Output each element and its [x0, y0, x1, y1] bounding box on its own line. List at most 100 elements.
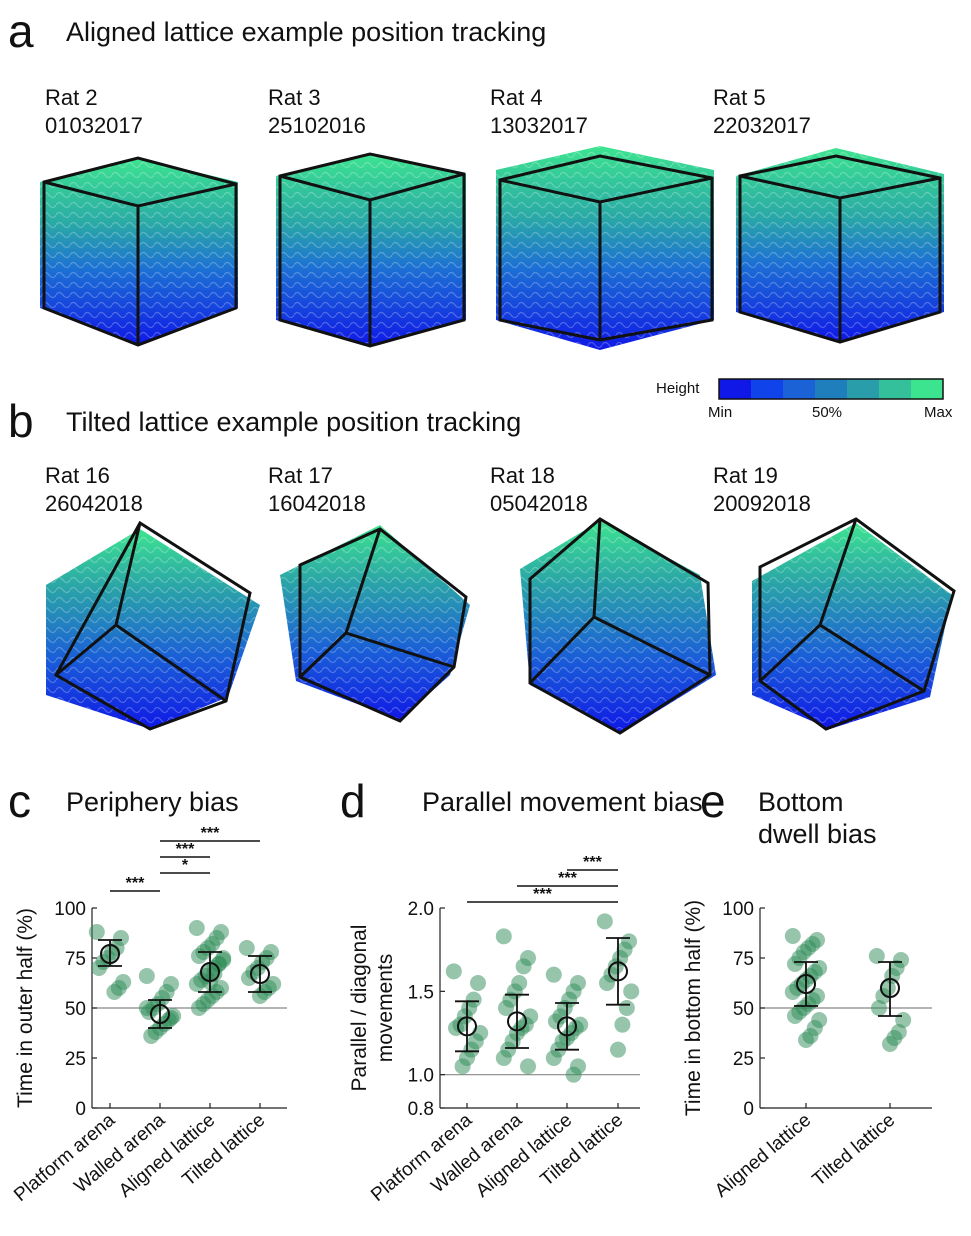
significance-label: ***: [583, 854, 602, 871]
colorbar-segment: [879, 379, 912, 399]
data-point: [138, 968, 155, 984]
panel-c-letter: c: [8, 775, 31, 827]
data-point: [875, 988, 892, 1004]
chart-bottom-dwell-bias: 0 25 50 75 100 Time in bottom half (%) Aligned…: [682, 899, 932, 1202]
tilted-cube-rat17: [280, 525, 470, 723]
significance-label: ***: [201, 825, 220, 842]
tilted-lattice-tracking-figures: [46, 517, 956, 735]
data-point: [88, 924, 105, 940]
panel-d-title: Parallel movement bias: [422, 787, 703, 817]
panel-a-title: Aligned lattice example position trackin…: [66, 17, 547, 47]
x-tick-label: Aligned lattice: [711, 1110, 815, 1202]
data-point: [623, 983, 640, 1000]
y-axis-label: Time in bottom half (%): [682, 900, 705, 1116]
colorbar-label: Height: [656, 380, 700, 397]
mean-marker: [608, 961, 628, 982]
data-point: [545, 1050, 562, 1066]
aligned-lattice-tracking-figures: [40, 146, 944, 350]
data-point: [191, 1000, 207, 1016]
rat-label-a4: Rat 5 22032017: [713, 85, 811, 138]
data-point: [470, 975, 486, 991]
colorbar-segment: [751, 379, 784, 399]
data-point: [445, 963, 462, 980]
data-point: [798, 1032, 814, 1048]
data-point: [520, 1058, 536, 1075]
y-tick-label: 100: [722, 899, 754, 920]
data-point: [163, 1010, 179, 1026]
rat-label-a1: Rat 2 01032017: [45, 85, 143, 138]
data-point: [143, 1028, 160, 1044]
panel-a-letter: a: [8, 5, 34, 57]
panel-e-letter: e: [700, 775, 726, 827]
y-tick-label: 25: [733, 1049, 754, 1070]
colorbar-max: Max: [924, 404, 953, 421]
data-point: [515, 958, 532, 975]
rat-label-b4: Rat 19 20092018: [713, 463, 811, 516]
data-point: [454, 1058, 471, 1075]
aligned-cube-rat5: [736, 148, 944, 344]
panel-b-title: Tilted lattice example position tracking: [66, 407, 522, 437]
data-point: [106, 984, 123, 1000]
y-axis-label: Parallel / diagonal movements: [348, 925, 397, 1092]
data-point: [188, 920, 205, 936]
mean-marker: [250, 964, 270, 984]
rat-label-b2: Rat 17 16042018: [268, 463, 366, 516]
mean-marker: [880, 978, 900, 998]
data-point: [871, 1000, 887, 1016]
aligned-cube-rat3: [276, 152, 466, 348]
y-tick-label: 75: [65, 949, 86, 970]
data-point: [91, 960, 107, 976]
data-point: [241, 970, 257, 986]
data-point: [238, 940, 255, 956]
panel-c-title: Periphery bias: [66, 787, 239, 817]
y-tick-label: 2.0: [408, 899, 434, 920]
data-point: [545, 966, 562, 983]
data-point: [495, 928, 512, 945]
data-point: [787, 956, 803, 972]
colorbar-segment: [783, 379, 816, 399]
y-tick-label: 50: [733, 999, 754, 1020]
colorbar-mid: 50%: [812, 404, 843, 421]
significance-label: ***: [126, 875, 145, 892]
y-tick-label: 1.0: [408, 1066, 434, 1087]
mean-marker: [100, 944, 120, 964]
y-tick-label: 75: [733, 949, 754, 970]
data-point: [498, 1000, 514, 1016]
data-point: [188, 976, 205, 992]
x-tick-label: Tilted lattice: [809, 1110, 900, 1191]
data-point: [599, 975, 615, 991]
colorbar-segment: [847, 379, 880, 399]
data-point: [787, 1008, 803, 1024]
data-point: [784, 984, 801, 1000]
mean-marker: [796, 974, 816, 994]
data-point: [882, 1036, 898, 1052]
tilted-cube-rat16: [46, 520, 260, 731]
data-point: [784, 928, 801, 944]
data-point: [610, 1041, 626, 1058]
data-point: [596, 913, 613, 930]
significance-label: ***: [558, 870, 577, 887]
panel-b-letter: b: [8, 395, 34, 447]
colorbar-segment: [911, 379, 944, 399]
data-point: [495, 1050, 512, 1066]
tilted-cube-rat18: [520, 517, 716, 735]
height-colorbar: [718, 378, 944, 400]
colorbar-segment: [815, 379, 848, 399]
aligned-cube-rat2: [40, 156, 238, 347]
rat-label-b1: Rat 16 26042018: [45, 463, 143, 516]
data-point: [868, 948, 885, 964]
colorbar-segment: [719, 379, 752, 399]
y-tick-label: 50: [65, 999, 86, 1020]
mean-marker: [507, 1011, 527, 1032]
data-point: [618, 1000, 635, 1016]
mean-marker: [457, 1016, 477, 1037]
data-point: [565, 1066, 582, 1083]
data-point: [548, 1013, 564, 1030]
colorbar-min: Min: [708, 404, 733, 421]
significance-label: ***: [533, 886, 552, 903]
significance-label: *: [182, 857, 189, 874]
aligned-cube-rat4: [496, 146, 714, 350]
tilted-cube-rat19: [752, 517, 956, 731]
